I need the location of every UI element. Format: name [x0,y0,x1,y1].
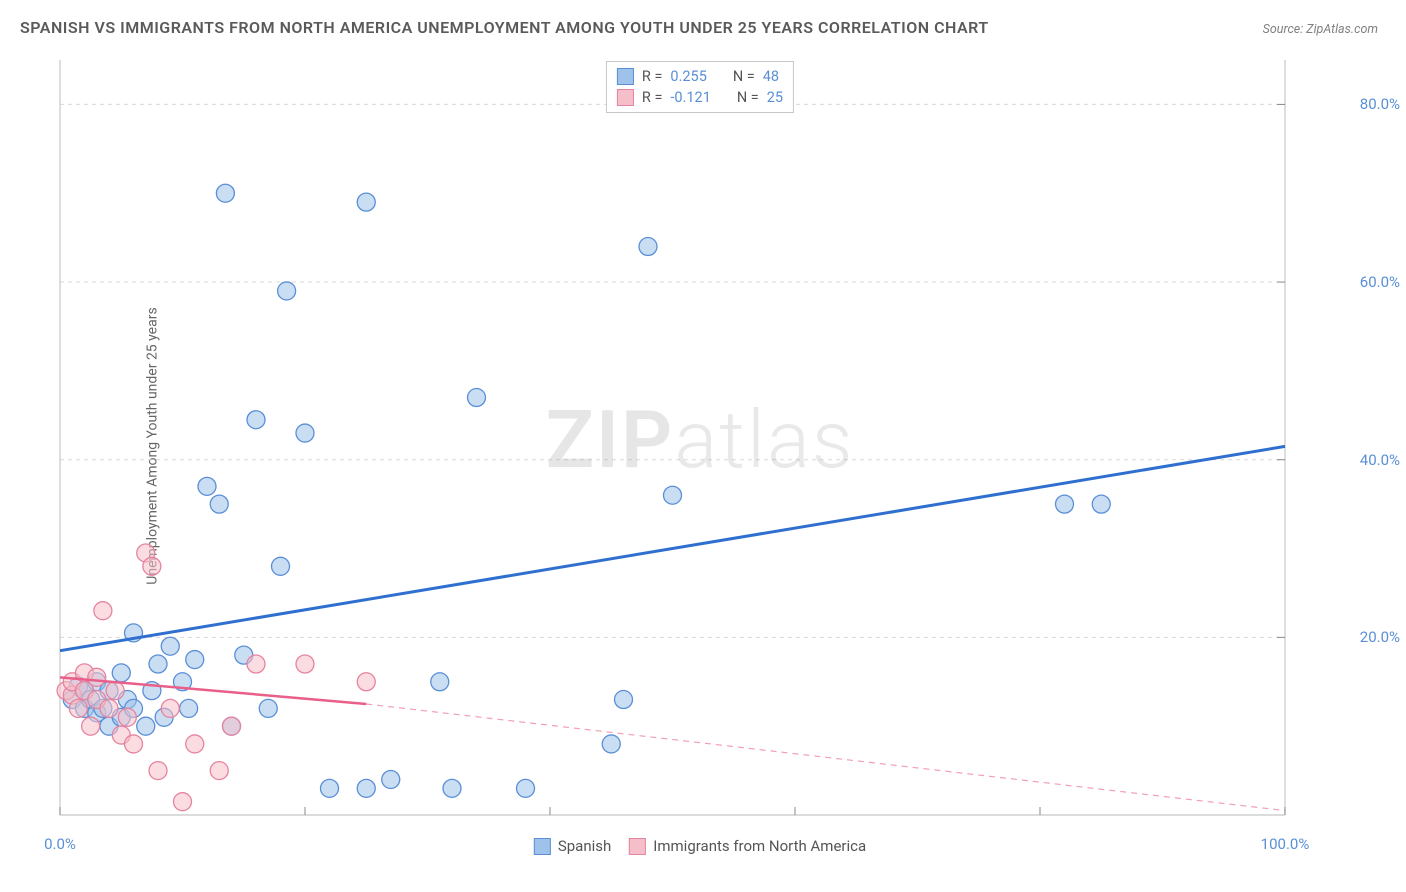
immigrants-point [223,717,241,735]
spanish-point [443,779,461,797]
immigrants-point [186,735,204,753]
spanish-point [278,282,296,300]
n-label: N = [737,89,759,106]
spanish-point [1056,495,1074,513]
r-value: -0.121 [670,89,710,106]
chart-title: SPANISH VS IMMIGRANTS FROM NORTH AMERICA… [20,18,989,37]
n-label: N = [733,68,755,85]
spanish-point [259,699,277,717]
spanish-point [382,770,400,788]
immigrants-swatch-icon [629,838,646,855]
r-label: R = [642,89,663,106]
legend-correlation-row-spanish: R = 0.255 N = 48 [617,66,783,87]
x-tick-label: 0.0% [44,835,76,853]
legend-item-spanish: Spanish [534,837,611,855]
spanish-point [247,411,265,429]
immigrants-point [247,655,265,673]
legend-label: Immigrants from North America [653,837,866,855]
immigrants-point [357,673,375,691]
scatter-chart-svg [55,55,1345,825]
spanish-point [112,664,130,682]
spanish-point [602,735,620,753]
spanish-point [321,779,339,797]
immigrants-swatch [617,89,634,106]
spanish-swatch [617,68,634,85]
immigrants-point [100,699,118,717]
spanish-point [639,238,657,256]
n-value: 48 [763,68,779,85]
immigrants-point [88,668,106,686]
spanish-point [664,486,682,504]
chart-area: ZIPatlas R =0.255N =48R =-0.121N =25 Spa… [55,55,1345,825]
spanish-point [210,495,228,513]
immigrants-point [149,762,167,780]
y-tick-label: 60.0% [1360,273,1400,291]
immigrants-point [69,699,87,717]
y-tick-label: 80.0% [1360,95,1400,113]
legend-correlation-row-immigrants: R = -0.121 N = 25 [617,87,783,108]
legend-series: Spanish Immigrants from North America [534,837,866,855]
r-value: 0.255 [670,68,706,85]
spanish-point [468,389,486,407]
spanish-point [296,424,314,442]
spanish-point [431,673,449,691]
spanish-point [1092,495,1110,513]
spanish-point [272,557,290,575]
spanish-point [180,699,198,717]
spanish-point [161,637,179,655]
spanish-point [357,193,375,211]
legend-item-immigrants: Immigrants from North America [629,837,866,855]
source-attribution: Source: ZipAtlas.com [1263,22,1378,37]
immigrants-point [161,699,179,717]
r-label: R = [642,68,663,85]
spanish-point [186,651,204,669]
y-tick-label: 40.0% [1360,451,1400,469]
y-tick-label: 20.0% [1360,628,1400,646]
x-tick-label: 100.0% [1261,835,1310,853]
spanish-point [198,477,216,495]
n-value: 25 [767,89,783,106]
spanish-point [149,655,167,673]
spanish-swatch-icon [534,838,551,855]
immigrants-point [94,602,112,620]
spanish-point [357,779,375,797]
immigrants-point [118,708,136,726]
immigrants-point [82,717,100,735]
spanish-point [615,691,633,709]
immigrants-point [296,655,314,673]
legend-correlation-box: R =0.255N =48R =-0.121N =25 [606,61,794,113]
spanish-point [517,779,535,797]
spanish-point [216,184,234,202]
immigrants-point [210,762,228,780]
immigrants-point [125,735,143,753]
immigrants-point [174,793,192,811]
spanish-point [137,717,155,735]
immigrants-point [143,557,161,575]
legend-label: Spanish [558,837,611,855]
immigrants-point [106,682,124,700]
